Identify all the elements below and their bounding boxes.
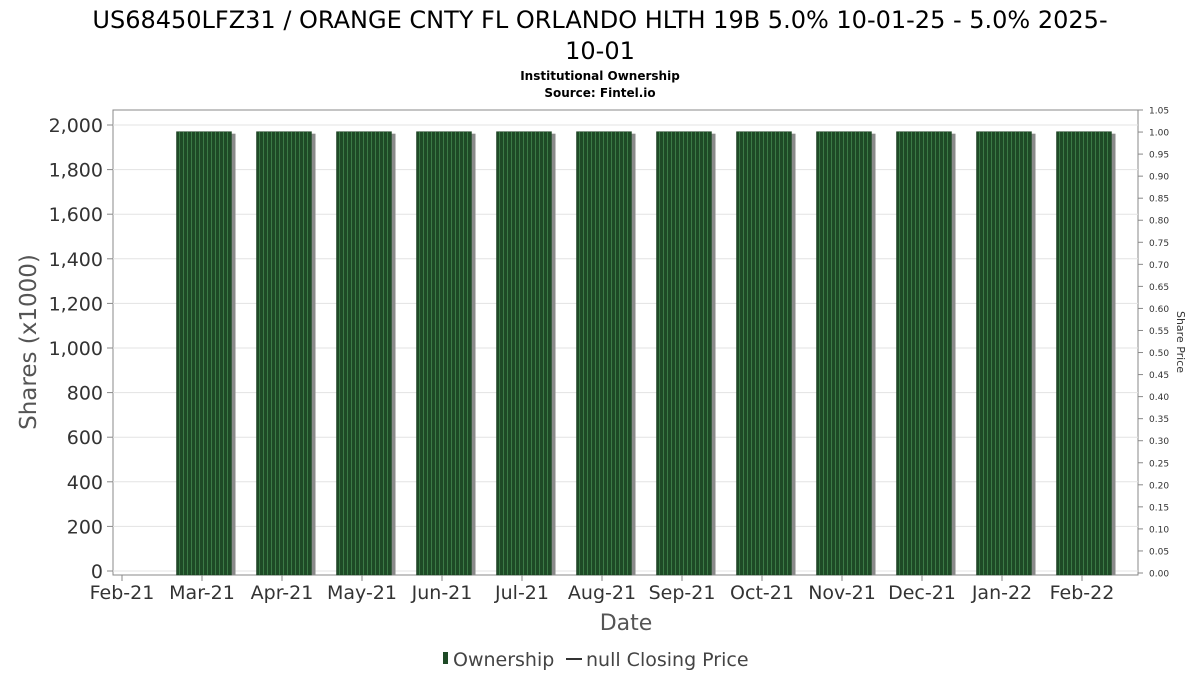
legend-swatch-ownership — [443, 652, 448, 664]
bar — [176, 131, 232, 576]
y-tick-label: 1,200 — [49, 293, 103, 315]
y2-tick-label: 0.30 — [1149, 437, 1169, 447]
y-tick-label: 1,000 — [49, 338, 103, 360]
x-tick-label: Apr-21 — [251, 582, 314, 604]
y2-tick-label: 0.65 — [1149, 283, 1169, 293]
y2-tick-label: 0.80 — [1149, 217, 1169, 227]
y2-axis-label: Share Price — [1174, 311, 1187, 373]
x-tick-label: Jun-21 — [411, 582, 473, 604]
y-tick-label: 800 — [67, 383, 103, 405]
y2-tick-label: 1.05 — [1149, 107, 1169, 117]
bar — [896, 131, 952, 576]
y2-tick-label: 1.00 — [1149, 129, 1169, 139]
y2-tick-label: 0.85 — [1149, 195, 1169, 205]
y2-tick-label: 0.60 — [1149, 305, 1169, 315]
y-tick-label: 400 — [67, 472, 103, 494]
x-tick-label: Feb-22 — [1050, 582, 1115, 604]
y2-tick-label: 0.50 — [1149, 349, 1169, 359]
x-tick-label: Aug-21 — [568, 582, 636, 604]
y2-tick-label: 0.25 — [1149, 459, 1169, 469]
y2-tick-label: 0.45 — [1149, 371, 1169, 381]
y-tick-label: 0 — [91, 561, 103, 583]
bar — [336, 131, 392, 576]
bar — [496, 131, 552, 576]
y2-tick-label: 0.20 — [1149, 481, 1169, 491]
y2-tick-label: 0.75 — [1149, 239, 1169, 249]
y2-tick-label: 0.05 — [1149, 547, 1169, 557]
x-tick-label: Jul-21 — [494, 582, 549, 604]
y-tick-label: 200 — [67, 516, 103, 538]
y2-tick-label: 0.35 — [1149, 415, 1169, 425]
y2-tick-label: 0.70 — [1149, 261, 1169, 271]
bars-group — [176, 131, 1116, 576]
x-tick-label: Dec-21 — [888, 582, 956, 604]
chart-subtitle: Institutional Ownership — [520, 69, 680, 83]
y-tick-label: 2,000 — [49, 115, 103, 137]
y2-axis-ticks: 0.00 0.05 0.10 0.15 0.20 0.25 0.30 0.35 0.40 0.45… — [1138, 107, 1169, 580]
bar — [816, 131, 872, 576]
y2-tick-label: 0.90 — [1149, 173, 1169, 183]
y-tick-label: 1,600 — [49, 204, 103, 226]
bar — [656, 131, 712, 576]
legend: Ownership null Closing Price — [443, 649, 749, 671]
y-axis-ticks: 0 200 400 600 800 1,000 1,200 1,400 1,600 1,800 2,… — [49, 115, 113, 583]
y-axis-label: Shares (x1000) — [16, 254, 42, 430]
bar — [976, 131, 1032, 576]
x-axis-ticks: Feb-21 Mar-21 Apr-21 May-21 Jun-21 Jul-21 Aug-… — [90, 575, 1115, 604]
y2-tick-label: 0.95 — [1149, 151, 1169, 161]
y2-tick-label: 0.40 — [1149, 393, 1169, 403]
bar — [736, 131, 792, 576]
bar — [576, 131, 632, 576]
x-tick-label: Oct-21 — [730, 582, 794, 604]
y-tick-label: 1,800 — [49, 160, 103, 182]
bar — [256, 131, 312, 576]
chart-title-line1: US68450LFZ31 / ORANGE CNTY FL ORLANDO HL… — [92, 6, 1107, 34]
y2-tick-label: 0.10 — [1149, 525, 1169, 535]
x-axis-label: Date — [600, 611, 653, 636]
bar — [416, 131, 472, 576]
y2-tick-label: 0.00 — [1149, 570, 1169, 580]
x-tick-label: Sep-21 — [649, 582, 716, 604]
y2-tick-label: 0.55 — [1149, 327, 1169, 337]
chart-title-line2: 10-01 — [565, 37, 635, 65]
x-tick-label: May-21 — [327, 582, 397, 604]
x-tick-label: Mar-21 — [169, 582, 235, 604]
x-tick-label: Nov-21 — [808, 582, 876, 604]
legend-label-ownership: Ownership — [453, 649, 554, 671]
y-tick-label: 1,400 — [49, 249, 103, 271]
x-tick-label: Jan-22 — [971, 582, 1032, 604]
y-tick-label: 600 — [67, 427, 103, 449]
legend-label-closing-price: null Closing Price — [586, 649, 749, 671]
chart-source: Source: Fintel.io — [544, 86, 655, 100]
y2-tick-label: 0.15 — [1149, 503, 1169, 513]
x-tick-label: Feb-21 — [90, 582, 155, 604]
bar — [1056, 131, 1112, 576]
